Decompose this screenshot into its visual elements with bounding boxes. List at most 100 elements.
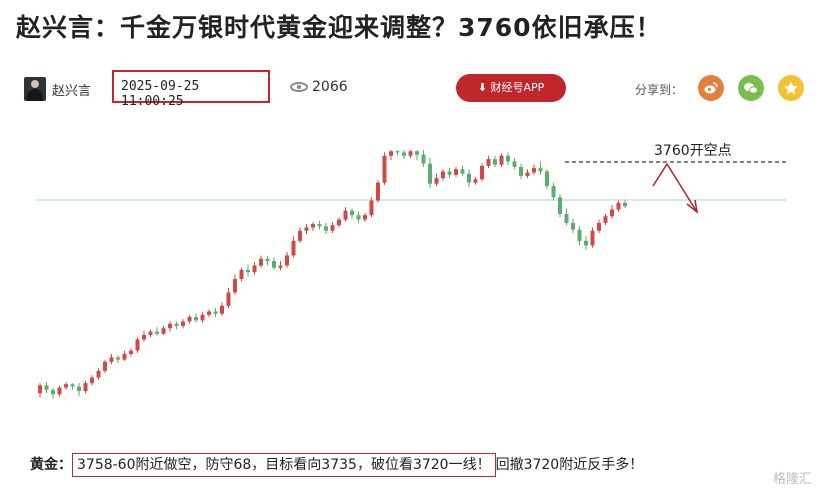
- candle: [122, 350, 127, 361]
- candle-body: [389, 151, 393, 156]
- candle: [564, 208, 569, 226]
- candle: [356, 211, 361, 223]
- candle: [265, 256, 270, 266]
- candle-body: [317, 224, 322, 227]
- candle: [142, 330, 146, 342]
- candle: [506, 152, 510, 165]
- candle: [499, 153, 504, 167]
- candle: [623, 199, 627, 209]
- candle-body: [577, 229, 582, 241]
- candle: [155, 327, 159, 337]
- candle-body: [122, 354, 127, 360]
- candle: [402, 150, 406, 160]
- publish-date-box: 2025-09-25 11:00:25: [112, 70, 270, 109]
- candle-body: [304, 227, 309, 231]
- candle: [181, 319, 185, 329]
- candle-body: [616, 202, 621, 210]
- candle: [64, 382, 68, 390]
- candle-body: [558, 197, 562, 214]
- candle-body: [603, 216, 608, 223]
- footer-tail: 回撤3720附近反手多！: [495, 457, 644, 473]
- weibo-icon[interactable]: [698, 75, 724, 101]
- candle-body: [551, 186, 556, 198]
- candle-body: [610, 209, 614, 217]
- candle-body: [519, 166, 523, 176]
- candle-body: [460, 169, 465, 174]
- candle: [148, 329, 153, 338]
- candle-body: [480, 165, 484, 180]
- candle-body: [200, 314, 205, 321]
- candle-body: [532, 168, 536, 173]
- candle: [434, 173, 439, 186]
- candle: [545, 169, 549, 190]
- candle: [57, 385, 62, 397]
- candle: [324, 222, 328, 235]
- candle: [441, 169, 445, 181]
- candle: [285, 252, 289, 268]
- star-icon[interactable]: [778, 75, 804, 101]
- candle-body: [103, 361, 107, 371]
- view-count: 2066: [290, 79, 348, 95]
- candle-body: [421, 154, 426, 164]
- wechat-icon[interactable]: [738, 75, 764, 101]
- candles: [38, 150, 627, 399]
- candle-body: [148, 331, 153, 335]
- candle-body: [584, 240, 588, 246]
- candle-body: [77, 386, 81, 391]
- candle-body: [298, 230, 302, 241]
- candle-body: [395, 151, 400, 153]
- candle: [51, 387, 55, 399]
- app-button-label: 财经号APP: [490, 81, 545, 94]
- candle-body: [525, 172, 530, 176]
- candle: [376, 180, 380, 203]
- candle-body: [538, 168, 543, 172]
- candle-body: [226, 292, 231, 306]
- candle-body: [96, 370, 101, 378]
- candle: [109, 354, 114, 365]
- candle: [571, 218, 575, 234]
- candle-body: [467, 173, 471, 183]
- candle-body: [363, 215, 367, 220]
- candle-body: [337, 219, 341, 226]
- candle: [551, 182, 556, 201]
- candle: [187, 314, 192, 324]
- candle: [246, 264, 250, 277]
- candle-body: [272, 261, 276, 268]
- candle-body: [83, 383, 88, 391]
- candle-body: [350, 210, 354, 216]
- finance-app-button[interactable]: ⬇ 财经号APP: [456, 74, 566, 102]
- candle-body: [109, 357, 114, 362]
- candle: [532, 164, 536, 175]
- candle: [311, 221, 315, 231]
- candle: [389, 150, 393, 161]
- view-count-value: 2066: [312, 79, 348, 95]
- footer-strategy-box: 3758-60附近做空，防守68，目标看向3735，破位看3720一线！: [72, 453, 496, 477]
- author-name[interactable]: 赵兴言: [52, 84, 92, 99]
- watermark-text: 格隆汇: [772, 472, 812, 487]
- candle: [577, 226, 582, 246]
- share-label: 分享到：: [635, 83, 684, 97]
- candle-body: [278, 265, 283, 268]
- candle: [369, 197, 374, 218]
- candle-body: [142, 334, 146, 340]
- candle-body: [434, 178, 439, 184]
- candle: [584, 236, 588, 250]
- candle: [337, 217, 341, 228]
- candle: [213, 308, 218, 318]
- candle: [538, 161, 543, 175]
- candle-body: [454, 169, 458, 175]
- candle-body: [161, 328, 166, 334]
- candle-body: [376, 182, 380, 201]
- candle-body: [252, 265, 257, 273]
- candle-body: [330, 225, 335, 231]
- candle: [252, 262, 257, 275]
- candle: [343, 207, 348, 222]
- candle: [259, 255, 263, 268]
- author-avatar[interactable]: [24, 77, 46, 101]
- candle-body: [447, 171, 452, 175]
- candle: [239, 267, 244, 282]
- candle: [317, 220, 322, 230]
- candle: [480, 163, 484, 182]
- candle: [96, 368, 101, 380]
- candlestick-chart: 3760开空点: [36, 143, 786, 399]
